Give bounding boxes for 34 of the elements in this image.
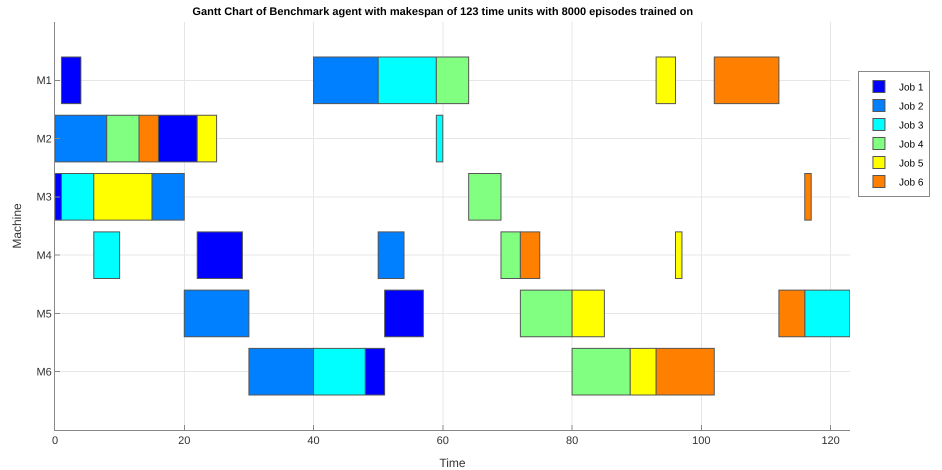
legend-label: Job 2 — [898, 101, 924, 112]
y-tick-label: M6 — [36, 366, 52, 379]
legend-label: Job 4 — [898, 139, 924, 150]
bar — [656, 56, 676, 104]
bar — [468, 173, 502, 221]
legend-label: Job 5 — [898, 158, 924, 170]
bar — [184, 290, 250, 338]
y-tick-label: M2 — [36, 133, 52, 146]
y-tick-label: M3 — [36, 192, 52, 204]
bar — [93, 231, 120, 279]
y-axis-title: Machine — [10, 202, 24, 249]
bar — [436, 114, 444, 162]
x-tick-label: 100 — [692, 435, 711, 448]
bar — [674, 231, 682, 279]
x-axis-title: Time — [439, 456, 466, 470]
bar — [60, 56, 82, 104]
y-tick-label: M4 — [36, 250, 52, 262]
x-tick-label: 60 — [436, 435, 449, 448]
bar — [804, 173, 812, 221]
bar — [196, 231, 243, 279]
x-tick-label: 40 — [307, 435, 320, 448]
legend-label: Job 3 — [898, 120, 924, 132]
x-tick-label: 80 — [566, 435, 578, 448]
chart-title: Gantt Chart of Benchmark agent with makespan of 123 time units with 8000 episodes trained on — [192, 6, 694, 18]
y-tick-label: M5 — [36, 308, 52, 320]
bar — [378, 231, 405, 279]
x-tick-label: 0 — [52, 435, 58, 448]
y-tick-label: M1 — [36, 75, 52, 88]
legend-label: Job 1 — [898, 82, 924, 94]
x-tick-label: 20 — [178, 435, 190, 448]
bar — [384, 290, 424, 338]
x-tick-label: 120 — [821, 435, 840, 448]
legend-label: Job 6 — [898, 177, 924, 188]
bar — [714, 56, 780, 104]
